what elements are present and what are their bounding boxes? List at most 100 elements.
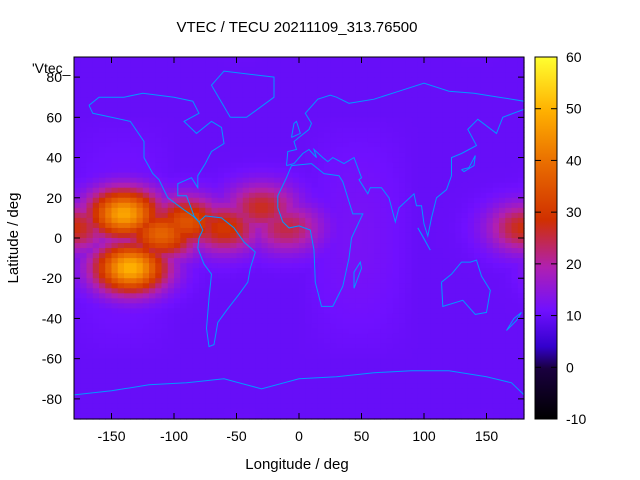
heatmap-cell bbox=[499, 182, 506, 189]
heatmap-cell bbox=[330, 338, 338, 345]
heatmap-cell bbox=[174, 112, 181, 118]
heatmap-cell bbox=[355, 308, 363, 315]
heatmap-cell bbox=[424, 368, 431, 375]
heatmap-cell bbox=[355, 278, 363, 284]
heatmap-cell bbox=[199, 157, 206, 164]
heatmap-cell bbox=[286, 298, 294, 304]
heatmap-cell bbox=[136, 82, 144, 88]
heatmap-cell bbox=[299, 298, 306, 304]
heatmap-cell bbox=[242, 238, 250, 244]
heatmap-cell bbox=[142, 207, 150, 214]
heatmap-cell bbox=[242, 212, 250, 219]
heatmap-cell bbox=[230, 343, 238, 350]
heatmap-cell bbox=[386, 122, 394, 128]
heatmap-cell bbox=[242, 157, 250, 164]
heatmap-cell bbox=[142, 373, 150, 380]
heatmap-cell bbox=[474, 222, 481, 229]
heatmap-cell bbox=[305, 147, 313, 154]
heatmap-cell bbox=[292, 172, 300, 179]
heatmap-cell bbox=[86, 142, 94, 149]
heatmap-cell bbox=[317, 378, 325, 385]
heatmap-cell bbox=[342, 177, 350, 184]
heatmap-cell bbox=[355, 72, 363, 78]
heatmap-cell bbox=[461, 273, 469, 279]
heatmap-cell bbox=[211, 177, 219, 184]
heatmap-cell bbox=[124, 162, 131, 169]
heatmap-cell bbox=[355, 207, 363, 214]
heatmap-cell bbox=[361, 127, 369, 134]
heatmap-cell bbox=[224, 232, 231, 239]
heatmap-cell bbox=[242, 278, 250, 284]
heatmap-cell bbox=[217, 383, 225, 390]
heatmap-cell bbox=[149, 323, 156, 330]
heatmap-cell bbox=[130, 172, 138, 179]
heatmap-cell bbox=[405, 238, 413, 244]
heatmap-cell bbox=[367, 157, 375, 164]
heatmap-cell bbox=[417, 192, 425, 199]
heatmap-cell bbox=[367, 303, 375, 309]
heatmap-cell bbox=[255, 343, 263, 350]
heatmap-cell bbox=[324, 343, 331, 350]
heatmap-cell bbox=[349, 102, 356, 108]
heatmap-cell bbox=[442, 192, 450, 199]
heatmap-cell bbox=[324, 313, 331, 320]
heatmap-cell bbox=[480, 197, 488, 204]
heatmap-cell bbox=[280, 162, 288, 169]
heatmap-cell bbox=[111, 107, 119, 113]
heatmap-cell bbox=[155, 398, 163, 405]
heatmap-cell bbox=[205, 142, 213, 149]
heatmap-cell bbox=[442, 162, 450, 169]
heatmap-cell bbox=[367, 373, 375, 380]
heatmap-cell bbox=[486, 192, 494, 199]
heatmap-cell bbox=[124, 167, 131, 174]
heatmap-cell bbox=[399, 92, 406, 98]
heatmap-cell bbox=[230, 368, 238, 375]
heatmap-cell bbox=[286, 187, 294, 194]
heatmap-cell bbox=[92, 353, 100, 360]
heatmap-cell bbox=[267, 368, 275, 375]
heatmap-cell bbox=[261, 197, 269, 204]
heatmap-cell bbox=[486, 258, 494, 264]
heatmap-cell bbox=[261, 227, 269, 234]
heatmap-cell bbox=[430, 253, 438, 259]
heatmap-cell bbox=[255, 353, 263, 360]
heatmap-cell bbox=[399, 243, 406, 249]
heatmap-cell bbox=[236, 207, 244, 214]
heatmap-cell bbox=[149, 137, 156, 144]
heatmap-cell bbox=[486, 122, 494, 128]
heatmap-cell bbox=[149, 353, 156, 360]
heatmap-cell bbox=[211, 132, 219, 139]
heatmap-cell bbox=[99, 403, 106, 410]
heatmap-cell bbox=[255, 388, 263, 395]
heatmap-cell bbox=[442, 197, 450, 204]
heatmap-cell bbox=[255, 117, 263, 123]
heatmap-cell bbox=[355, 338, 363, 345]
heatmap-cell bbox=[99, 248, 106, 254]
heatmap-cell bbox=[330, 167, 338, 174]
heatmap-cell bbox=[92, 147, 100, 154]
heatmap-cell bbox=[386, 343, 394, 350]
heatmap-cell bbox=[211, 207, 219, 214]
heatmap-cell bbox=[249, 62, 256, 68]
heatmap-cell bbox=[167, 343, 175, 350]
heatmap-cell bbox=[92, 172, 100, 179]
heatmap-cell bbox=[242, 177, 250, 184]
heatmap-cell bbox=[511, 172, 519, 179]
heatmap-cell bbox=[386, 383, 394, 390]
heatmap-cell bbox=[292, 243, 300, 249]
heatmap-cell bbox=[405, 72, 413, 78]
heatmap-cell bbox=[442, 57, 450, 63]
heatmap-cell bbox=[424, 258, 431, 264]
heatmap-cell bbox=[292, 142, 300, 149]
heatmap-cell bbox=[292, 182, 300, 189]
heatmap-cell bbox=[286, 82, 294, 88]
heatmap-cell bbox=[461, 132, 469, 139]
heatmap-cell bbox=[299, 207, 306, 214]
heatmap-cell bbox=[474, 368, 481, 375]
heatmap-cell bbox=[117, 343, 125, 350]
heatmap-cell bbox=[249, 378, 256, 385]
heatmap-cell bbox=[367, 147, 375, 154]
heatmap-cell bbox=[299, 373, 306, 380]
heatmap-cell bbox=[80, 192, 88, 199]
heatmap-cell bbox=[442, 358, 450, 365]
